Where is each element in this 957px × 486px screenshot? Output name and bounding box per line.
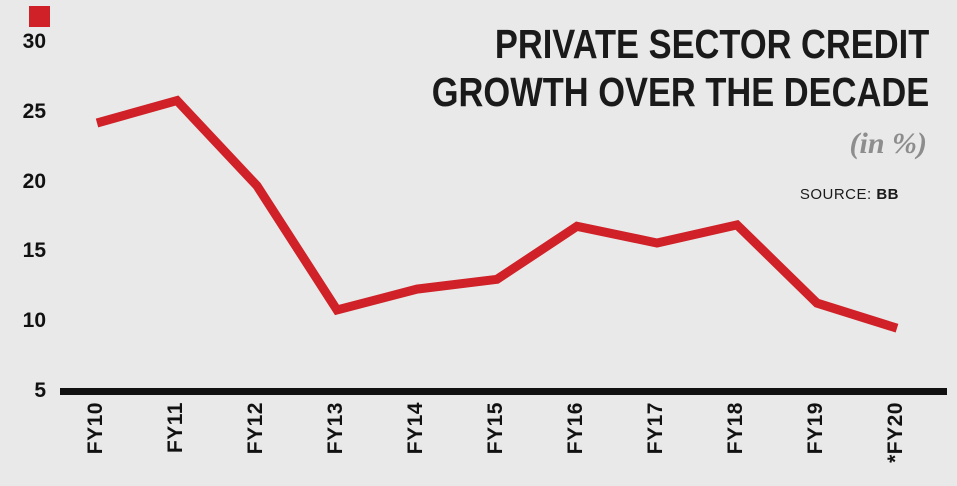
y-tick-label: 5	[34, 379, 46, 402]
y-tick-label: 30	[22, 30, 46, 53]
chart-title: PRIVATE SECTOR CREDIT GROWTH OVER THE DE…	[432, 20, 929, 117]
x-tick-label: FY16	[564, 402, 587, 455]
x-tick-label: FY13	[324, 402, 347, 455]
x-tick-label: FY17	[644, 402, 667, 455]
chart-unit-label: (in %)	[849, 127, 928, 160]
x-tick-label: FY12	[244, 402, 267, 455]
source-label: SOURCE:	[799, 186, 872, 203]
x-tick-label: *FY20	[884, 402, 907, 463]
brand-square-icon	[29, 6, 50, 27]
x-tick-label: FY14	[404, 402, 427, 455]
source-value: BB	[876, 186, 899, 203]
y-tick-label: 20	[22, 169, 46, 193]
x-tick-label: FY19	[804, 402, 827, 455]
chart-source: SOURCE: BB	[800, 186, 899, 203]
y-tick-label: 25	[22, 99, 46, 123]
y-tick-label: 10	[22, 309, 46, 333]
x-axis-line	[60, 388, 947, 395]
y-tick-label: 15	[22, 239, 46, 263]
x-tick-label: FY18	[724, 402, 747, 455]
chart-title-line2: GROWTH OVER THE DECADE	[431, 69, 929, 116]
x-tick-label: FY10	[84, 402, 107, 455]
chart-title-line1: PRIVATE SECTOR CREDIT	[494, 21, 929, 67]
credit-growth-line	[95, 95, 899, 333]
x-tick-label: FY11	[164, 402, 187, 454]
x-tick-label: FY15	[484, 402, 507, 455]
